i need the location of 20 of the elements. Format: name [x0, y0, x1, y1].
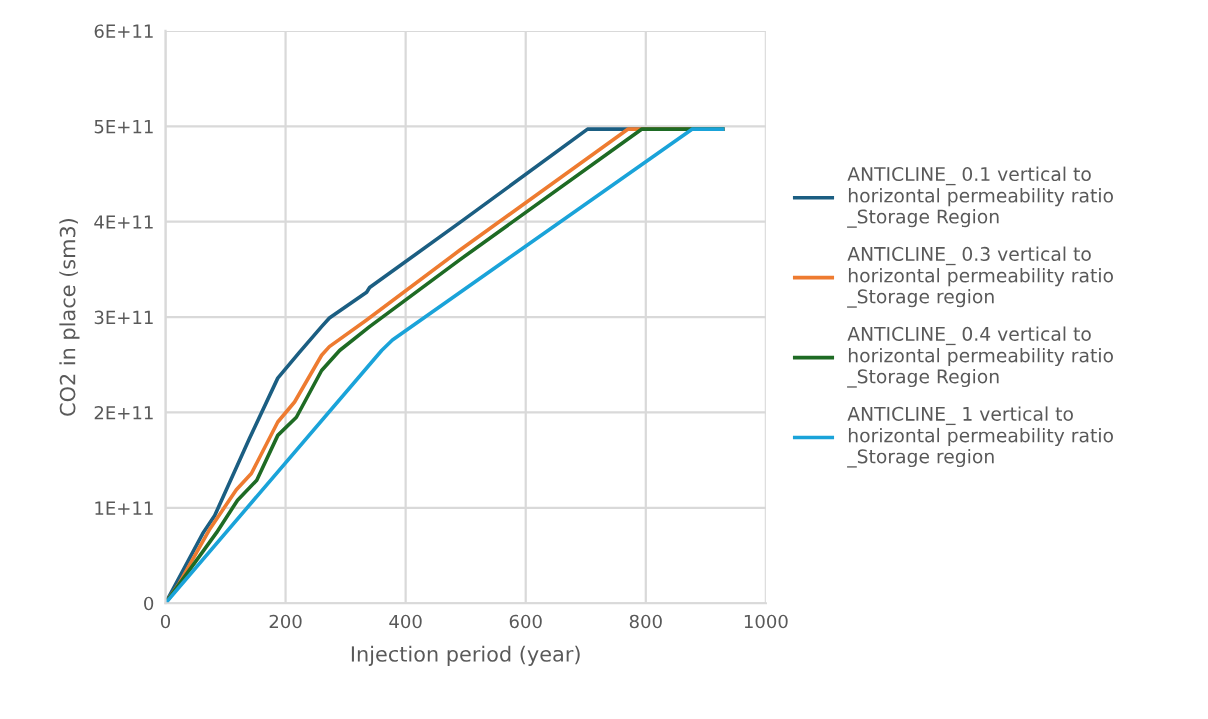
x-tick-label: 800	[629, 614, 662, 629]
y-tick-label: 0	[144, 596, 154, 611]
y-tick-label: 2E+11	[94, 405, 153, 420]
x-axis-title: Injection period (year)	[351, 645, 580, 666]
x-tick-label: 1000	[744, 614, 788, 629]
x-tick-label: 600	[509, 614, 542, 629]
y-tick-label: 4E+11	[94, 215, 153, 229]
legend-label: ANTICLINE_ 0.1 vertical to horizontal permeability ratio _Storage Region	[847, 166, 1113, 228]
legend-label: ANTICLINE_ 0.4 vertical to horizontal permeability ratio _Storage Region	[847, 326, 1113, 388]
x-tick-label: 0	[160, 614, 171, 629]
legend-label: ANTICLINE_ 1 vertical to horizontal permeability ratio _Storage region	[847, 406, 1113, 468]
x-tick-label: 400	[389, 614, 422, 629]
y-axis-title: CO2 in place (sm3)	[59, 218, 80, 416]
x-tick-label: 200	[269, 614, 302, 629]
legend-label: ANTICLINE_ 0.3 vertical to horizontal permeability ratio _Storage region	[847, 246, 1113, 308]
y-tick-label: 6E+11	[94, 24, 153, 39]
y-tick-label: 3E+11	[94, 310, 153, 325]
y-tick-label: 1E+11	[95, 501, 153, 515]
y-tick-label: 5E+11	[94, 120, 153, 134]
line-series	[165, 127, 725, 604]
